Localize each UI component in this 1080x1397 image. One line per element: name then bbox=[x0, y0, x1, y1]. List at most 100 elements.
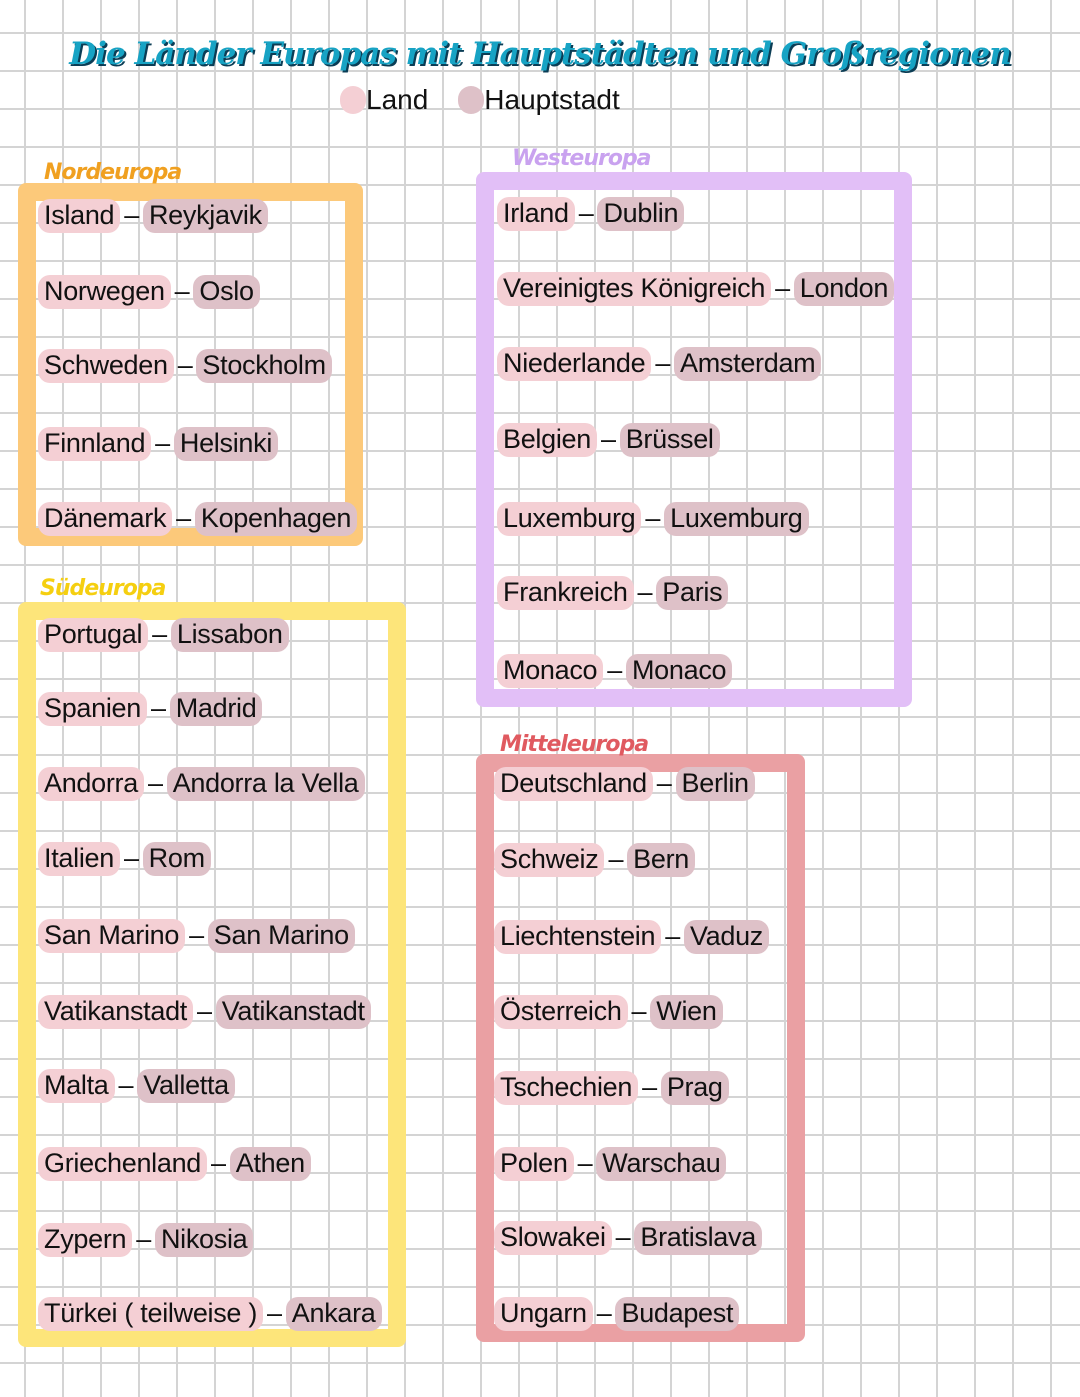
country-entry: Tschechien – Prag bbox=[494, 1071, 729, 1105]
country-name: Österreich bbox=[494, 995, 628, 1029]
separator: – bbox=[124, 200, 139, 230]
country-entry: Polen – Warschau bbox=[494, 1147, 727, 1181]
country-name: Andorra bbox=[38, 767, 144, 801]
country-name: Liechtenstein bbox=[494, 920, 662, 954]
capital-name: Luxemburg bbox=[664, 502, 809, 536]
capital-name: Helsinki bbox=[173, 427, 279, 461]
country-name: Slowakei bbox=[494, 1221, 612, 1255]
region-label: Westeuropa bbox=[512, 146, 652, 171]
separator: – bbox=[136, 1224, 151, 1254]
capital-name: San Marino bbox=[207, 919, 355, 953]
country-entry: Portugal – Lissabon bbox=[38, 618, 289, 652]
region-label: Mitteleuropa bbox=[500, 732, 649, 757]
separator: – bbox=[152, 619, 167, 649]
country-name: Island bbox=[38, 199, 121, 233]
separator: – bbox=[642, 1072, 657, 1102]
capital-name: Wien bbox=[650, 995, 723, 1029]
capital-name: Andorra la Vella bbox=[166, 767, 365, 801]
country-name: Spanien bbox=[38, 692, 147, 726]
separator: – bbox=[211, 1148, 226, 1178]
separator: – bbox=[267, 1298, 282, 1328]
region-label: Südeuropa bbox=[40, 576, 166, 601]
country-entry: Malta – Valletta bbox=[38, 1069, 235, 1103]
country-name: Zypern bbox=[38, 1223, 133, 1257]
country-entry: Österreich – Wien bbox=[494, 995, 723, 1029]
country-entry: Andorra – Andorra la Vella bbox=[38, 767, 365, 801]
capital-name: Brüssel bbox=[619, 423, 720, 457]
country-entry: Schweiz – Bern bbox=[494, 843, 696, 877]
land-swatch bbox=[340, 86, 366, 114]
country-name: Frankreich bbox=[497, 576, 634, 610]
capital-name: Athen bbox=[229, 1147, 311, 1181]
page-title: Die Länder Europas mit Hauptstädten und … bbox=[69, 36, 1011, 72]
legend-capital: Hauptstadt bbox=[458, 84, 620, 116]
separator: – bbox=[665, 921, 680, 951]
capital-name: Warschau bbox=[596, 1147, 727, 1181]
country-entry: Luxemburg – Luxemburg bbox=[497, 502, 809, 536]
country-name: Griechenland bbox=[38, 1147, 208, 1181]
region-label: Nordeuropa bbox=[44, 160, 182, 185]
country-entry: Niederlande – Amsterdam bbox=[497, 347, 822, 381]
country-name: Luxemburg bbox=[497, 502, 642, 536]
capital-name: Madrid bbox=[169, 692, 263, 726]
country-name: Vatikanstadt bbox=[38, 995, 193, 1029]
country-entry: Dänemark – Kopenhagen bbox=[38, 502, 358, 536]
separator: – bbox=[637, 577, 653, 607]
separator: – bbox=[151, 693, 166, 723]
separator: – bbox=[656, 768, 672, 798]
separator: – bbox=[578, 198, 594, 228]
region-box-westeuropa bbox=[476, 172, 912, 707]
country-name: Malta bbox=[38, 1069, 115, 1103]
country-entry: Slowakei – Bratislava bbox=[494, 1221, 762, 1255]
country-entry: Deutschland – Berlin bbox=[494, 767, 755, 801]
country-entry: Norwegen – Oslo bbox=[38, 275, 260, 309]
capital-name: Kopenhagen bbox=[194, 502, 358, 536]
country-name: Portugal bbox=[38, 618, 149, 652]
capital-name: Oslo bbox=[193, 275, 260, 309]
country-entry: Monaco – Monaco bbox=[497, 654, 733, 688]
country-name: San Marino bbox=[38, 919, 186, 953]
country-name: Norwegen bbox=[38, 275, 171, 309]
capital-name: London bbox=[793, 272, 895, 306]
separator: – bbox=[655, 348, 671, 378]
separator: – bbox=[608, 844, 624, 874]
country-entry: Zypern – Nikosia bbox=[38, 1223, 254, 1257]
country-entry: Island – Reykjavik bbox=[38, 199, 268, 233]
country-name: Türkei ( teilweise ) bbox=[38, 1297, 264, 1331]
capital-name: Bratislava bbox=[634, 1221, 762, 1255]
separator: – bbox=[645, 503, 661, 533]
country-entry: San Marino – San Marino bbox=[38, 919, 355, 953]
capital-name: Ankara bbox=[285, 1297, 382, 1331]
capital-swatch bbox=[458, 86, 485, 114]
capital-name: Berlin bbox=[675, 767, 755, 801]
country-name: Vereinigtes Königreich bbox=[497, 272, 772, 306]
separator: – bbox=[600, 424, 616, 454]
capital-name: Stockholm bbox=[196, 349, 332, 383]
country-entry: Spanien – Madrid bbox=[38, 692, 263, 726]
country-name: Schweden bbox=[38, 349, 174, 383]
country-name: Schweiz bbox=[494, 843, 605, 877]
country-entry: Italien – Rom bbox=[38, 842, 211, 876]
separator: – bbox=[596, 1298, 612, 1328]
country-entry: Irland – Dublin bbox=[497, 197, 685, 231]
capital-name: Amsterdam bbox=[674, 347, 822, 381]
country-entry: Liechtenstein – Vaduz bbox=[494, 920, 769, 954]
separator: – bbox=[615, 1222, 631, 1252]
separator: – bbox=[147, 768, 163, 798]
legend-capital-label: Hauptstadt bbox=[484, 84, 620, 115]
country-name: Belgien bbox=[497, 423, 597, 457]
country-name: Irland bbox=[497, 197, 575, 231]
separator: – bbox=[189, 920, 204, 950]
country-name: Tschechien bbox=[494, 1071, 639, 1105]
separator: – bbox=[176, 503, 191, 533]
country-name: Polen bbox=[494, 1147, 574, 1181]
legend-land: Land bbox=[340, 84, 428, 116]
country-entry: Schweden – Stockholm bbox=[38, 349, 332, 383]
capital-name: Monaco bbox=[625, 654, 733, 688]
capital-name: Vaduz bbox=[683, 920, 769, 954]
country-name: Ungarn bbox=[494, 1297, 593, 1331]
separator: – bbox=[174, 276, 190, 306]
country-entry: Vereinigtes Königreich – London bbox=[497, 272, 895, 306]
capital-name: Rom bbox=[142, 842, 211, 876]
capital-name: Lissabon bbox=[170, 618, 289, 652]
